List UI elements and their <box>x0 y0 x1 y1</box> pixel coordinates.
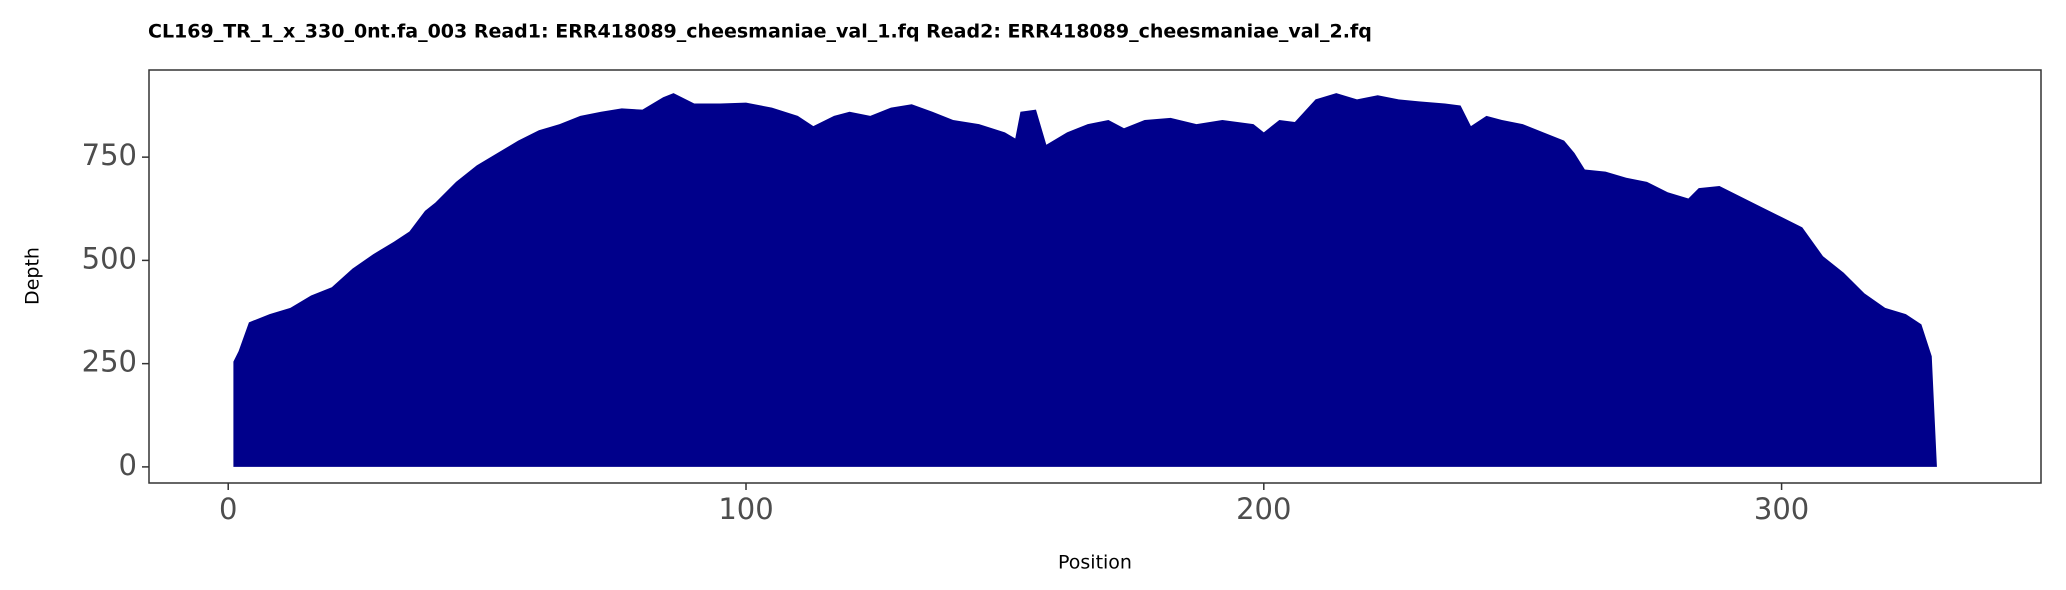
x-tick-label: 100 <box>718 492 773 526</box>
y-axis-title: Depth <box>22 247 44 305</box>
y-tick-label: 0 <box>119 448 137 482</box>
x-tick-label: 300 <box>1754 492 1809 526</box>
y-tick-label: 500 <box>82 241 137 275</box>
chart-title: CL169_TR_1_x_330_0nt.fa_003 Read1: ERR41… <box>148 21 1372 43</box>
x-tick-label: 0 <box>219 492 237 526</box>
x-tick-label: 200 <box>1236 492 1291 526</box>
x-axis-title: Position <box>1058 552 1132 574</box>
y-tick-label: 250 <box>82 345 137 379</box>
area <box>233 93 1937 467</box>
y-tick-label: 750 <box>82 138 137 172</box>
panel-border <box>148 69 2042 484</box>
